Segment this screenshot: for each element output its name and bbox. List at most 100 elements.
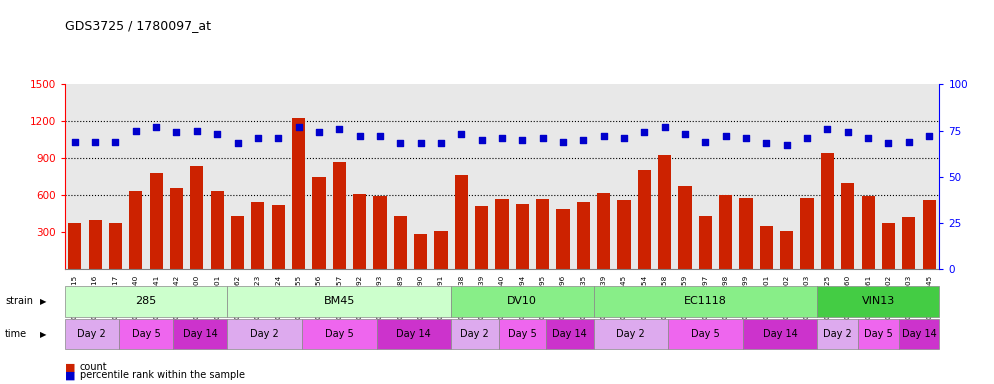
Bar [817,286,939,317]
Point [576,137,591,143]
Point [698,139,714,145]
Bar [743,319,817,349]
Point [230,141,246,147]
Point [819,126,835,132]
Bar [149,173,163,269]
Bar [231,216,245,269]
Bar [228,319,302,349]
Bar [617,200,630,269]
Bar [129,191,142,269]
Bar [719,195,733,269]
Bar [65,319,119,349]
Text: Day 2: Day 2 [78,329,106,339]
Bar [353,194,366,269]
Bar [190,166,204,269]
Text: VIN13: VIN13 [862,296,895,306]
Bar [211,191,224,269]
Text: percentile rank within the sample: percentile rank within the sample [80,370,245,380]
Bar [88,220,101,269]
Bar [882,223,895,269]
Text: ■: ■ [65,362,76,372]
Text: Day 14: Day 14 [183,329,218,339]
Bar [679,187,692,269]
Point [433,141,449,147]
Point [860,135,876,141]
Bar [780,231,793,269]
Point [555,139,571,145]
Point [616,135,632,141]
Bar [173,319,228,349]
Bar [333,162,346,269]
Text: Day 14: Day 14 [397,329,431,339]
Bar [638,170,651,269]
Point [209,131,225,137]
Bar [740,197,752,269]
Point [494,135,510,141]
Bar [374,196,387,269]
Bar [312,177,325,269]
Bar [903,217,915,269]
Text: strain: strain [5,296,33,306]
Text: Day 5: Day 5 [691,329,720,339]
Text: BM45: BM45 [323,296,355,306]
Bar [475,206,488,269]
Text: ▶: ▶ [40,329,47,339]
Bar [821,153,834,269]
Bar [858,319,899,349]
Point [474,137,490,143]
Point [87,139,103,145]
Bar [377,319,451,349]
Bar [593,319,668,349]
Bar [899,319,939,349]
Point [535,135,551,141]
Text: Day 14: Day 14 [902,329,936,339]
Point [677,131,693,137]
Text: ▶: ▶ [40,297,47,306]
Bar [292,118,305,269]
Bar [841,183,855,269]
Text: Day 5: Day 5 [864,329,893,339]
Point [148,124,164,130]
Text: ■: ■ [65,370,76,380]
Bar [593,286,817,317]
Bar [454,175,468,269]
Point [636,129,652,136]
Bar [658,154,671,269]
Text: Day 5: Day 5 [131,329,160,339]
Text: EC1118: EC1118 [684,296,727,306]
Bar [817,319,858,349]
Point [249,135,265,141]
Bar [170,188,183,269]
Point [595,133,611,139]
Bar [546,319,593,349]
Text: GDS3725 / 1780097_at: GDS3725 / 1780097_at [65,19,211,32]
Bar [597,193,610,269]
Bar [69,223,82,269]
Point [514,137,530,143]
Bar [451,319,499,349]
Point [107,139,123,145]
Point [718,133,734,139]
Point [67,139,83,145]
Bar [516,204,529,269]
Bar [109,223,122,269]
Text: Day 2: Day 2 [616,329,645,339]
Point [352,133,368,139]
Text: count: count [80,362,107,372]
Text: DV10: DV10 [507,296,537,306]
Point [128,127,144,134]
Bar [119,319,173,349]
Bar [251,202,264,269]
Bar [451,286,593,317]
Point [799,135,815,141]
Bar [434,231,447,269]
Point [921,133,937,139]
Point [901,139,916,145]
Bar [271,205,285,269]
Text: Day 2: Day 2 [823,329,852,339]
Point [372,133,388,139]
Text: Day 14: Day 14 [762,329,797,339]
Bar [759,226,773,269]
Text: 285: 285 [135,296,157,306]
Bar [922,200,935,269]
